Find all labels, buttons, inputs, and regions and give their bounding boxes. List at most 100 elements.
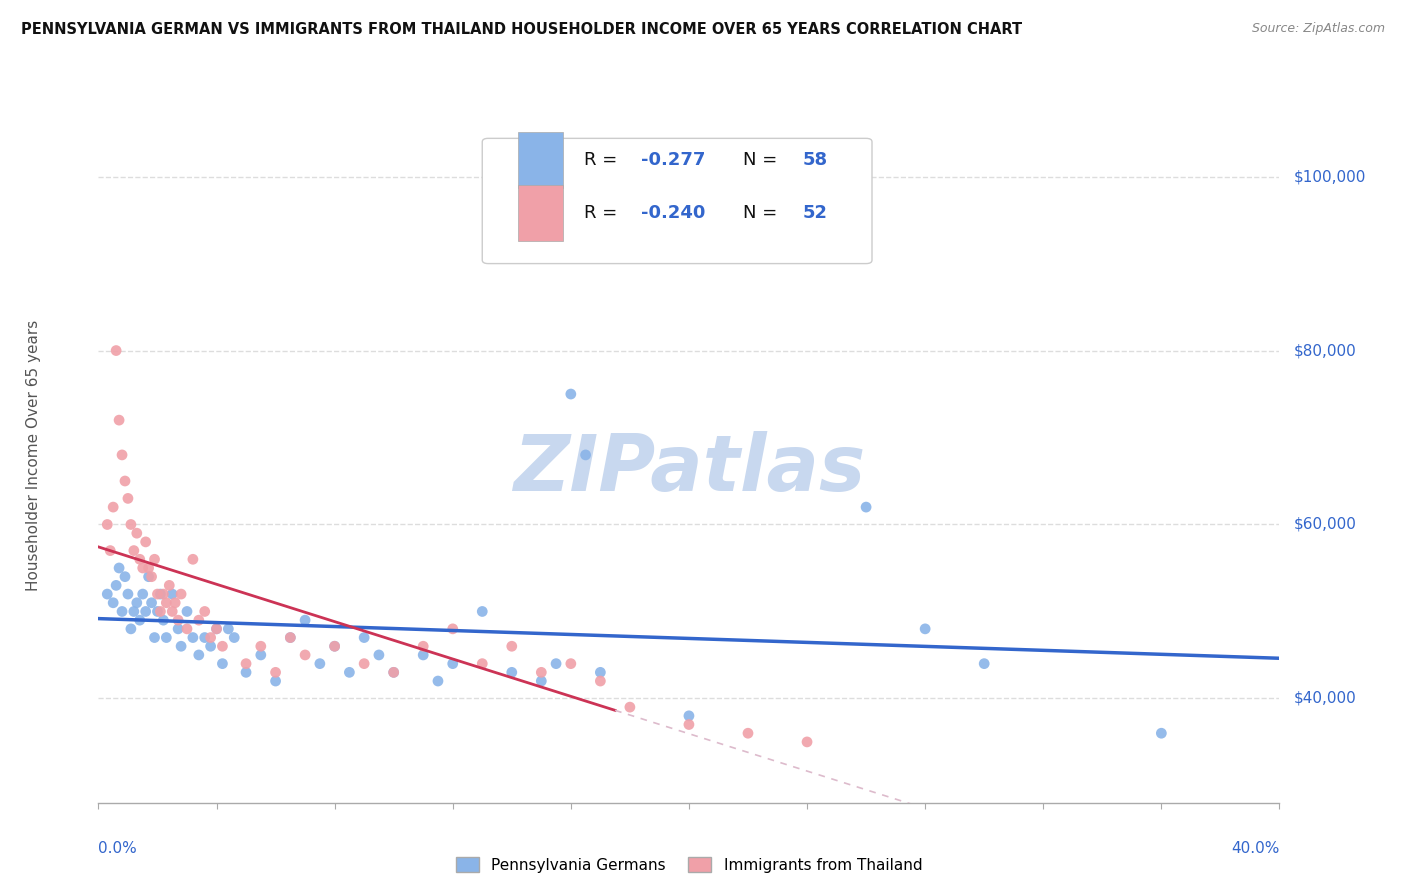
Point <box>501 639 523 653</box>
Point <box>135 605 157 619</box>
Point <box>165 596 187 610</box>
Point <box>560 657 582 671</box>
Point <box>368 648 391 662</box>
Point <box>120 622 142 636</box>
Text: -0.277: -0.277 <box>641 151 704 169</box>
Point <box>170 639 193 653</box>
Point <box>187 613 209 627</box>
Text: PENNSYLVANIA GERMAN VS IMMIGRANTS FROM THAILAND HOUSEHOLDER INCOME OVER 65 YEARS: PENNSYLVANIA GERMAN VS IMMIGRANTS FROM T… <box>21 22 1022 37</box>
Text: -0.240: -0.240 <box>641 204 704 222</box>
Point <box>973 657 995 671</box>
Point <box>235 657 257 671</box>
Point <box>382 665 405 680</box>
Point <box>412 648 434 662</box>
Point <box>353 631 375 645</box>
Point <box>412 639 434 653</box>
Point <box>530 665 553 680</box>
Point <box>117 491 139 506</box>
Point <box>471 605 494 619</box>
Point <box>155 596 177 610</box>
Point <box>250 648 273 662</box>
Point <box>200 639 222 653</box>
Point <box>796 735 818 749</box>
Point <box>441 657 464 671</box>
Point <box>224 631 246 645</box>
Point <box>155 631 177 645</box>
Point <box>471 657 494 671</box>
Point <box>187 648 209 662</box>
Text: R =: R = <box>583 204 623 222</box>
Text: 52: 52 <box>803 204 827 222</box>
Point <box>530 674 553 689</box>
Text: Source: ZipAtlas.com: Source: ZipAtlas.com <box>1251 22 1385 36</box>
Point <box>544 657 567 671</box>
Point <box>309 657 332 671</box>
Point <box>96 587 118 601</box>
Point <box>108 561 131 575</box>
Point <box>264 665 287 680</box>
Point <box>264 674 287 689</box>
Point <box>250 639 273 653</box>
Point <box>152 587 174 601</box>
Text: 58: 58 <box>803 151 828 169</box>
Point <box>205 622 228 636</box>
Point <box>441 622 464 636</box>
Point <box>146 605 169 619</box>
Point <box>337 665 360 680</box>
Text: $40,000: $40,000 <box>1294 691 1357 706</box>
Text: 40.0%: 40.0% <box>1232 841 1279 856</box>
Point <box>855 500 877 515</box>
Point <box>146 587 169 601</box>
Text: 0.0%: 0.0% <box>98 841 138 856</box>
Point <box>194 631 217 645</box>
Point <box>427 674 450 689</box>
FancyBboxPatch shape <box>482 138 872 263</box>
Point <box>162 587 183 601</box>
Point <box>181 552 204 566</box>
Point <box>111 448 134 462</box>
Text: N =: N = <box>744 204 783 222</box>
Point <box>125 526 148 541</box>
Point <box>149 587 172 601</box>
Point <box>294 613 316 627</box>
Point <box>103 596 125 610</box>
Point <box>105 578 128 592</box>
Point <box>105 343 128 358</box>
Text: R =: R = <box>583 151 623 169</box>
Text: $80,000: $80,000 <box>1294 343 1357 358</box>
Point <box>589 674 612 689</box>
Point <box>294 648 316 662</box>
Point <box>114 570 136 584</box>
Point <box>737 726 759 740</box>
Point <box>149 605 172 619</box>
Point <box>138 561 160 575</box>
Point <box>122 543 145 558</box>
Point <box>103 500 125 515</box>
Text: $100,000: $100,000 <box>1294 169 1365 184</box>
Point <box>111 605 134 619</box>
Point <box>141 570 163 584</box>
Point <box>122 605 145 619</box>
Point <box>128 613 150 627</box>
Point <box>382 665 405 680</box>
Point <box>98 543 121 558</box>
FancyBboxPatch shape <box>517 131 562 187</box>
Point <box>132 587 155 601</box>
Point <box>200 631 222 645</box>
Point <box>120 517 142 532</box>
Point <box>114 474 136 488</box>
Point <box>589 665 612 680</box>
Point <box>211 639 233 653</box>
Point <box>138 570 160 584</box>
Point <box>141 596 163 610</box>
Point <box>278 631 302 645</box>
Point <box>108 413 131 427</box>
Point <box>143 552 166 566</box>
Point <box>135 535 157 549</box>
Point <box>678 708 700 723</box>
Text: ZIPatlas: ZIPatlas <box>513 431 865 507</box>
Text: Householder Income Over 65 years: Householder Income Over 65 years <box>25 319 41 591</box>
Point <box>128 552 150 566</box>
Point <box>353 657 375 671</box>
Point <box>619 700 641 714</box>
